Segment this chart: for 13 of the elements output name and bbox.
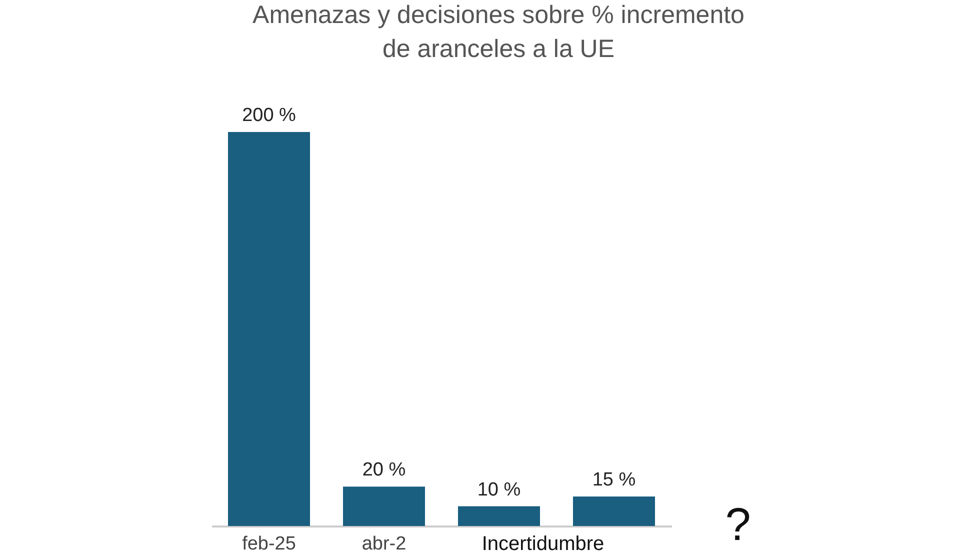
bar — [343, 486, 425, 526]
bar — [458, 506, 540, 526]
bar — [573, 496, 655, 526]
text: Incertidumbre — [482, 533, 604, 555]
data-label: 20 % — [362, 460, 406, 481]
bar — [228, 132, 310, 526]
data-label: 15 % — [592, 469, 636, 490]
data-label: 10 % — [477, 479, 521, 500]
data-label: 200 % — [242, 105, 296, 126]
text: ? — [725, 498, 751, 550]
chart-title: Amenazas y decisiones sobre % incremento de aranceles a la UE — [252, 1, 744, 63]
x-tick-label: feb-25 — [242, 534, 296, 554]
x-tick-label: abr-2 — [362, 534, 406, 554]
